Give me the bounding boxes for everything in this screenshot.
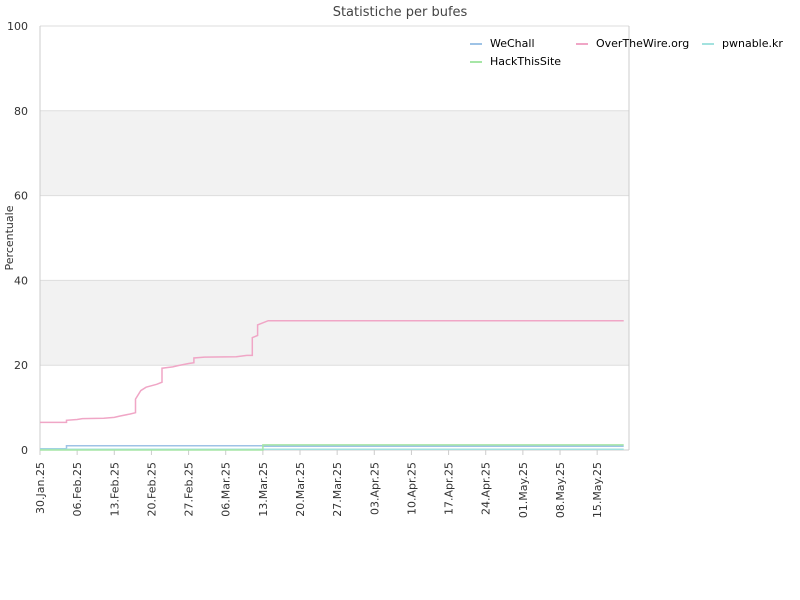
y-tick-label: 40 bbox=[14, 274, 28, 287]
series-line-wechall bbox=[40, 445, 624, 450]
legend-label: WeChall bbox=[490, 37, 535, 50]
y-tick-labels: 0 20 40 60 80 100 bbox=[7, 20, 28, 457]
y-tick-label: 20 bbox=[14, 359, 28, 372]
gridlines bbox=[40, 25, 629, 451]
band bbox=[40, 110, 629, 196]
series-line-hackthissite bbox=[40, 444, 624, 451]
x-tick-label: 20.Mar.25 bbox=[294, 462, 307, 517]
x-tick-label: 27.Mar.25 bbox=[331, 462, 344, 517]
series-lines bbox=[40, 319, 624, 451]
x-tick-label: 06.Feb.25 bbox=[71, 462, 84, 516]
x-tick-labels: 30.Jan.25 06.Feb.25 13.Feb.25 20.Feb.25 27.F… bbox=[34, 450, 604, 518]
y-axis-title: Percentuale bbox=[3, 205, 16, 270]
x-tick-label: 27.Feb.25 bbox=[183, 462, 196, 516]
y-tick-label: 80 bbox=[14, 105, 28, 118]
legend-label: HackThisSite bbox=[490, 55, 561, 68]
axes bbox=[39, 26, 630, 451]
y-tick-label: 0 bbox=[21, 444, 28, 457]
x-tick-label: 03.Apr.25 bbox=[368, 462, 381, 515]
band bbox=[40, 280, 629, 366]
x-tick-label: 13.Feb.25 bbox=[108, 462, 121, 516]
legend-label: OverTheWire.org bbox=[596, 37, 689, 50]
x-tick-label: 06.Mar.25 bbox=[220, 462, 233, 517]
chart-title: Statistiche per bufes bbox=[333, 5, 468, 20]
x-tick-label: 01.May.25 bbox=[517, 462, 530, 518]
series-line-overthewire-org bbox=[40, 319, 624, 424]
x-tick-label: 10.Apr.25 bbox=[405, 462, 418, 515]
y-tick-label: 60 bbox=[14, 190, 28, 203]
x-tick-label: 17.Apr.25 bbox=[443, 462, 456, 515]
x-tick-label: 24.Apr.25 bbox=[480, 462, 493, 515]
y-tick-label: 100 bbox=[7, 20, 28, 33]
legend: WeChall OverTheWire.org pwnable.kr HackThis… bbox=[470, 37, 783, 68]
x-tick-label: 15.May.25 bbox=[591, 462, 604, 518]
x-tick-label: 30.Jan.25 bbox=[34, 462, 47, 514]
background-bands bbox=[40, 110, 629, 366]
x-tick-label: 20.Feb.25 bbox=[145, 462, 158, 516]
legend-label: pwnable.kr bbox=[722, 37, 783, 50]
x-tick-label: 13.Mar.25 bbox=[257, 462, 270, 517]
x-tick-label: 08.May.25 bbox=[554, 462, 567, 518]
